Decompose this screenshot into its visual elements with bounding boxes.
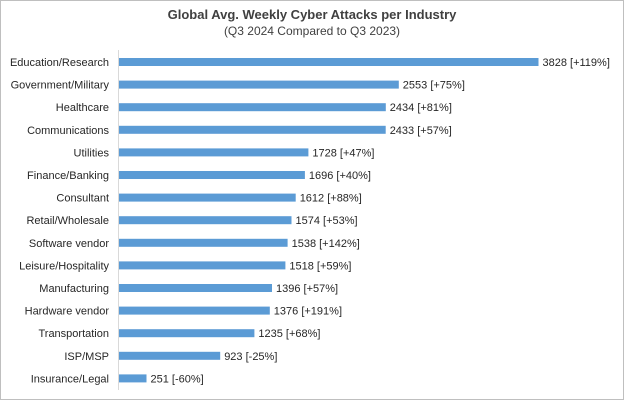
category-label: Leisure/Hospitality xyxy=(19,260,109,272)
value-label: 3828 [+119%] xyxy=(543,57,610,69)
bar xyxy=(119,284,272,292)
value-labels-group: 3828 [+119%] 2553 [+75%] 2434 [+81%] 2433 [… xyxy=(151,57,610,385)
bar xyxy=(119,351,221,360)
category-label: Communications xyxy=(27,125,109,137)
value-label: 251 [-60%] xyxy=(151,373,204,385)
chart-subtitle: (Q3 2024 Compared to Q3 2023) xyxy=(223,24,401,38)
bar xyxy=(119,374,147,383)
category-label: Finance/Banking xyxy=(27,170,109,182)
value-label: 1728 [+47%] xyxy=(312,147,374,159)
category-label: Hardware vendor xyxy=(25,306,110,318)
category-label: Software vendor xyxy=(29,238,109,250)
category-label: Manufacturing xyxy=(39,283,109,295)
chart-title: Global Avg. Weekly Cyber Attacks per Ind… xyxy=(167,7,457,22)
bar xyxy=(119,216,292,225)
value-label: 2433 [+57%] xyxy=(390,125,452,137)
bar xyxy=(119,329,255,338)
category-label: Utilities xyxy=(74,147,110,159)
bar xyxy=(119,238,288,247)
category-labels-group: Education/Research Government/Military Hea… xyxy=(10,57,110,385)
category-label: Retail/Wholesale xyxy=(26,215,109,227)
value-label: 1396 [+57%] xyxy=(276,283,338,295)
bar xyxy=(119,148,309,157)
bars-group xyxy=(119,58,539,383)
category-label: ISP/MSP xyxy=(64,351,109,363)
category-label: Healthcare xyxy=(56,102,109,114)
value-label: 1696 [+40%] xyxy=(309,170,371,182)
category-label: Education/Research xyxy=(10,57,109,69)
bar xyxy=(119,306,270,315)
category-label: Government/Military xyxy=(11,80,110,92)
category-label: Consultant xyxy=(56,193,109,205)
bar xyxy=(119,80,399,89)
bar xyxy=(119,125,386,134)
bar xyxy=(119,103,386,112)
value-label: 2434 [+81%] xyxy=(390,102,452,114)
value-label: 1574 [+53%] xyxy=(296,215,358,227)
value-label: 1376 [+191%] xyxy=(274,306,342,318)
bar xyxy=(119,193,296,202)
value-label: 1612 [+88%] xyxy=(300,193,362,205)
value-label: 923 [-25%] xyxy=(224,351,277,363)
value-label: 1518 [+59%] xyxy=(289,260,351,272)
bar xyxy=(119,261,286,270)
value-label: 1538 [+142%] xyxy=(292,238,360,250)
category-label: Insurance/Legal xyxy=(31,373,109,385)
category-label: Transportation xyxy=(38,328,109,340)
bar xyxy=(119,171,305,179)
value-label: 1235 [+68%] xyxy=(258,328,320,340)
bar xyxy=(119,58,539,66)
value-label: 2553 [+75%] xyxy=(403,80,465,92)
